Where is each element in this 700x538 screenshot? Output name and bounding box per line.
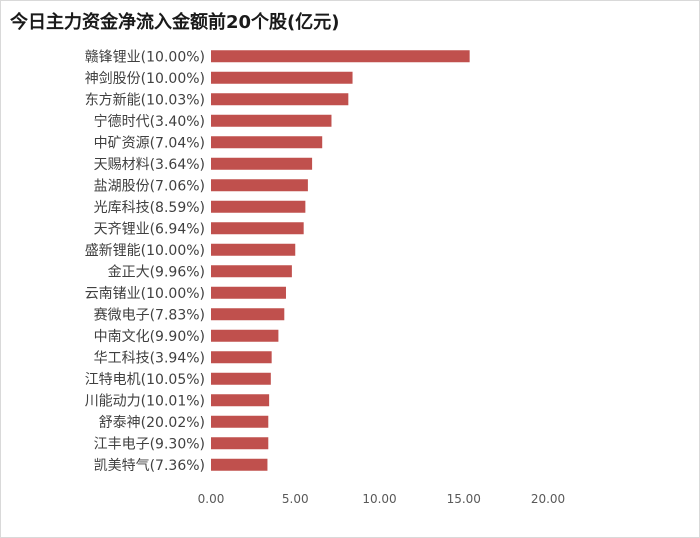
category-label: 神剑股份(10.00%) — [85, 71, 205, 87]
bar — [211, 179, 308, 192]
chart-title: 今日主力资金净流入金额前20个股(亿元) — [10, 12, 340, 33]
category-label: 云南锗业(10.00%) — [85, 286, 205, 302]
bar — [211, 50, 470, 63]
bar — [211, 286, 286, 299]
bar — [211, 157, 313, 170]
bar — [211, 308, 285, 321]
bar — [211, 437, 269, 450]
x-tick-label: 15.00 — [447, 492, 481, 506]
category-label: 天赐材料(3.64%) — [94, 157, 205, 173]
category-label: 赛微电子(7.83%) — [94, 307, 205, 323]
category-label: 光库科技(8.59%) — [94, 200, 205, 216]
category-label: 凯美特气(7.36%) — [94, 458, 205, 474]
category-label: 宁德时代(3.40%) — [94, 113, 205, 130]
category-label: 东方新能(10.03%) — [85, 92, 205, 108]
x-tick-label: 0.00 — [198, 492, 225, 506]
category-label: 盐湖股份(7.06%) — [94, 178, 205, 194]
x-tick-label: 10.00 — [362, 492, 396, 506]
category-label: 中南文化(9.90%) — [94, 329, 205, 345]
bar — [211, 458, 268, 471]
x-tick-label: 20.00 — [531, 492, 565, 506]
bar — [211, 394, 270, 407]
category-label: 中矿资源(7.04%) — [94, 135, 205, 151]
category-label: 舒泰神(20.02%) — [99, 415, 205, 431]
bar — [211, 136, 323, 149]
x-tick-label: 5.00 — [282, 492, 309, 506]
bar — [211, 265, 292, 278]
bar — [211, 222, 304, 235]
bar — [211, 351, 272, 364]
category-label: 金正大(9.96%) — [108, 264, 205, 280]
bar — [211, 372, 271, 385]
category-label: 川能动力(10.01%) — [85, 393, 205, 409]
bar — [211, 114, 332, 127]
bar — [211, 93, 349, 106]
bar — [211, 200, 306, 213]
category-label: 赣锋锂业(10.00%) — [85, 49, 205, 65]
category-label: 江丰电子(9.30%) — [94, 436, 205, 452]
bar — [211, 329, 279, 342]
bar — [211, 71, 353, 84]
category-label: 天齐锂业(6.94%) — [94, 221, 205, 237]
bar — [211, 243, 296, 256]
category-label: 华工科技(3.94%) — [94, 350, 205, 366]
category-label: 盛新锂能(10.00%) — [85, 243, 205, 259]
category-label: 江特电机(10.05%) — [85, 372, 205, 388]
bar — [211, 415, 269, 428]
